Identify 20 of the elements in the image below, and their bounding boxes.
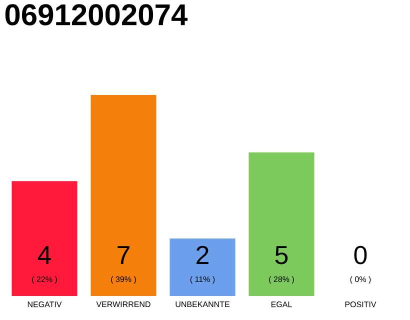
chart-title: 06912002074 — [5, 4, 188, 26]
data-label: 7 — [118, 246, 130, 264]
bar — [12, 181, 78, 296]
annotation: ( 11% ) — [190, 276, 215, 284]
annotation: ( 39% ) — [111, 276, 136, 284]
bar — [170, 238, 236, 296]
bar — [248, 152, 314, 296]
x-tick-label: NEGATIV — [28, 302, 62, 308]
data-label: 5 — [275, 246, 288, 264]
x-tick-label: POSITIV — [345, 302, 376, 308]
data-label: 2 — [196, 246, 208, 264]
x-tick-label: EGAL — [271, 302, 292, 308]
bar — [90, 94, 156, 296]
annotation: ( 22% ) — [32, 276, 57, 284]
x-tick-label: UNBEKANNTE — [176, 302, 230, 308]
data-label: 0 — [354, 246, 367, 264]
x-tick-label: VERWIRREND — [96, 302, 150, 308]
annotation: ( 28% ) — [269, 276, 294, 284]
annotation: ( 0% ) — [350, 276, 371, 284]
data-label: 4 — [38, 246, 51, 264]
